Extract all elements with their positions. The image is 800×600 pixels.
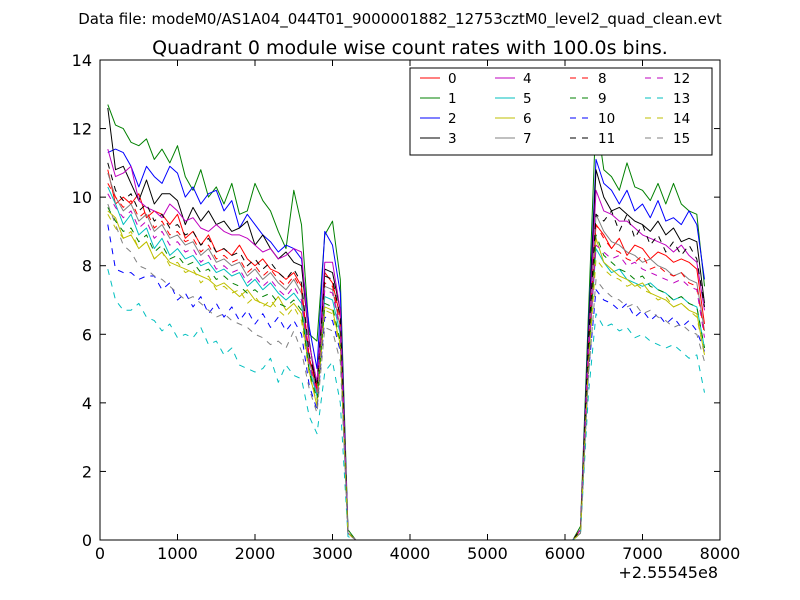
legend-label-15: 15 [673,131,690,147]
series-line-7 [107,172,705,541]
x-tick-label: 2000 [235,544,276,563]
series-line-9 [107,207,705,541]
ticks-layer: 0 1000 2000 3000 4000 5000 6000 7000 80000246810… [72,51,741,563]
x-tick-label: 4000 [390,544,431,563]
legend-label-6: 6 [523,111,532,127]
y-tick-label: 8 [82,257,92,276]
series-line-10 [107,224,705,541]
series-line-3 [107,107,705,541]
series-line-14 [107,214,705,541]
legend-label-12: 12 [673,71,690,87]
series-line-11 [107,162,705,541]
x-offset-label: +2.55545e8 [618,563,718,582]
x-tick-label: 8000 [700,544,741,563]
x-tick-label: 3000 [312,544,353,563]
legend-label-2: 2 [448,111,457,127]
legend-label-4: 4 [523,71,532,87]
legend-label-10: 10 [598,111,615,127]
legend-label-7: 7 [523,131,532,147]
x-tick-label: 1000 [157,544,198,563]
y-tick-label: 6 [82,325,92,344]
series-line-15 [107,203,705,541]
x-tick-label: 5000 [467,544,508,563]
series-layer [107,104,705,541]
legend-label-0: 0 [448,71,457,87]
legend-label-13: 13 [673,91,690,107]
series-line-4 [107,148,705,541]
y-tick-label: 2 [82,462,92,481]
series-line-2 [107,148,705,541]
legend-frame [409,67,713,156]
series-line-12 [107,193,705,541]
chart-suptitle: Data file: modeM0/AS1A04_044T01_90000018… [78,10,722,29]
legend-label-1: 1 [448,91,457,107]
series-line-0 [107,169,705,541]
series-line-13 [107,268,705,541]
series-line-8 [107,183,705,541]
y-tick-label: 0 [82,531,92,550]
x-tick-label: 6000 [545,544,586,563]
x-tick-label: 7000 [622,544,663,563]
legend-label-3: 3 [448,131,457,147]
y-tick-label: 12 [72,120,92,139]
legend-label-9: 9 [598,91,607,107]
chart-title: Quadrant 0 module wise count rates with … [152,37,668,59]
series-line-1 [107,104,705,541]
y-tick-label: 4 [82,394,92,413]
y-tick-label: 14 [72,51,92,70]
y-tick-label: 10 [72,188,92,207]
legend-label-8: 8 [598,71,607,87]
x-tick-label: 0 [95,544,105,563]
legend-label-5: 5 [523,91,532,107]
legend-label-14: 14 [673,111,690,127]
legend-label-11: 11 [598,131,615,147]
